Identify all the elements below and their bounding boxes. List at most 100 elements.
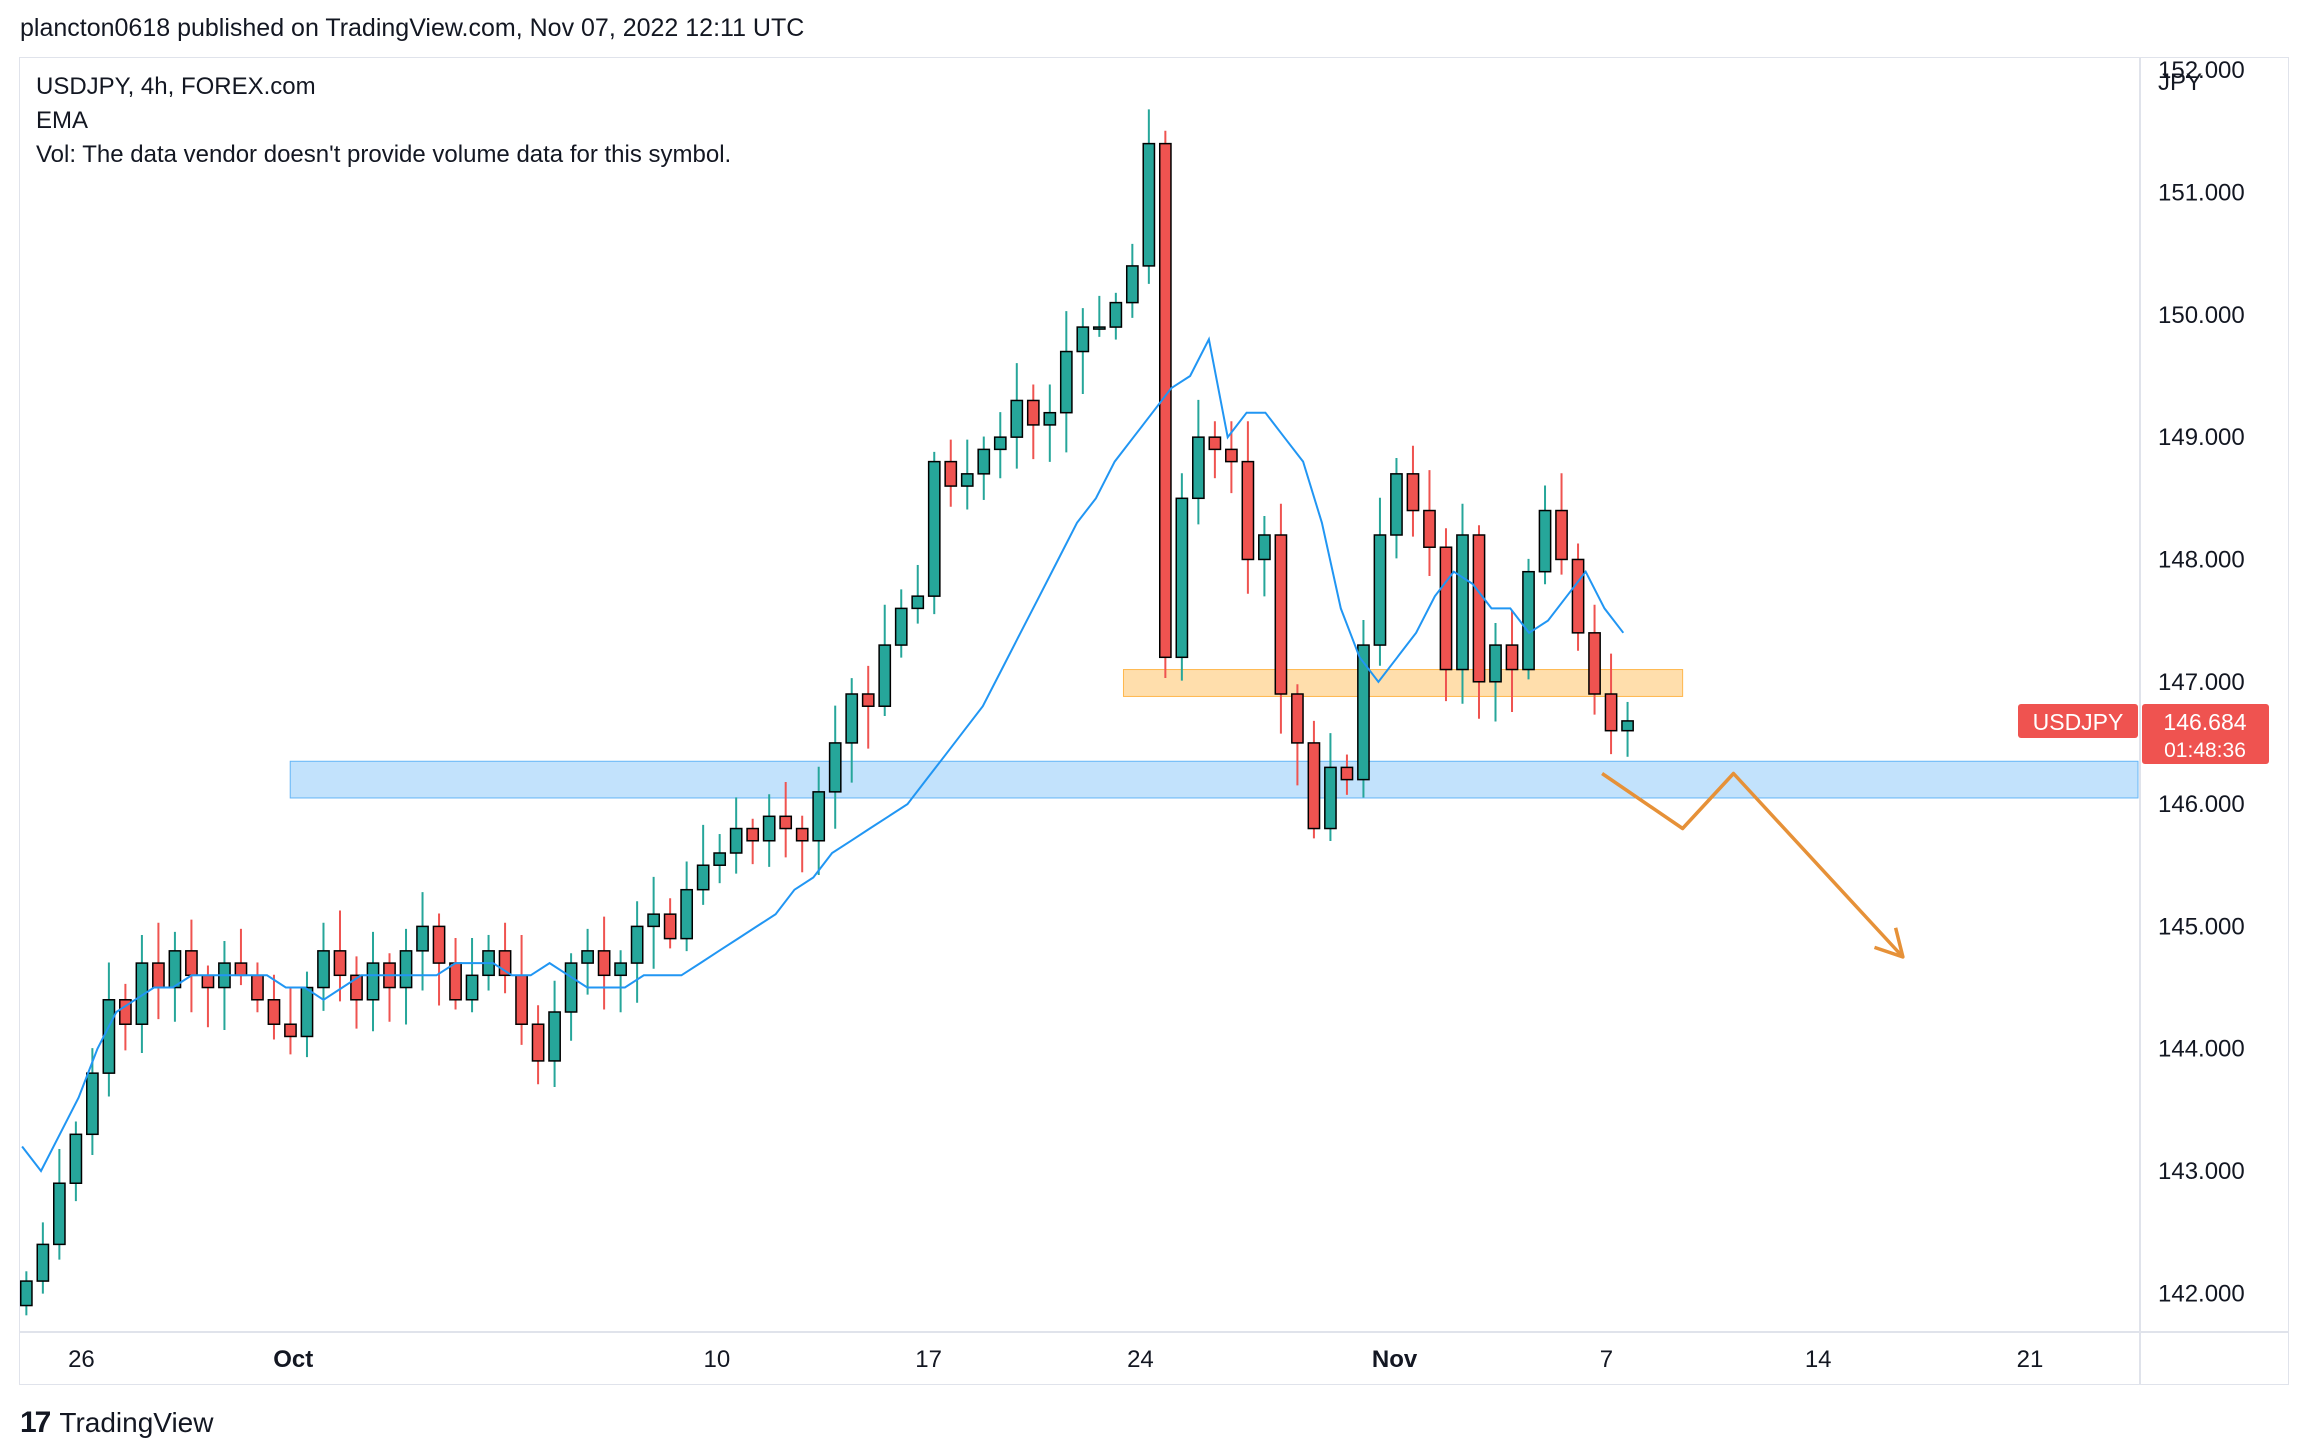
time-tick-label: 14 xyxy=(1805,1346,1832,1373)
candle xyxy=(416,892,429,991)
time-tick-label: 17 xyxy=(915,1346,942,1373)
candle xyxy=(284,986,297,1055)
candle xyxy=(168,931,182,1022)
candle-body xyxy=(1373,534,1387,646)
candle xyxy=(53,1148,66,1260)
candle xyxy=(36,1222,50,1294)
candle-body xyxy=(1357,644,1370,781)
candle-body xyxy=(663,913,677,940)
symbol-tag-label: USDJPY xyxy=(2033,709,2124,735)
candle-body xyxy=(944,460,958,487)
candle-body xyxy=(1291,693,1304,744)
candle xyxy=(564,953,578,1041)
candle xyxy=(680,861,694,952)
candle-body xyxy=(1324,766,1337,830)
candle-body xyxy=(300,986,314,1038)
price-tick-label: 143.000 xyxy=(2158,1158,2245,1185)
chart-frame[interactable] xyxy=(19,57,2289,1385)
time-axis[interactable]: 26 Oct 10 17 24 Nov 7 14 21 xyxy=(68,1346,2043,1373)
candle xyxy=(1621,701,1634,757)
price-axis[interactable]: 142.000 143.000 144.000 145.000 146.000 147.0… xyxy=(2158,57,2245,1307)
candle xyxy=(218,941,231,1030)
candle-body xyxy=(1588,632,1601,695)
candle xyxy=(1158,130,1172,678)
candle xyxy=(779,782,793,858)
candle-body xyxy=(680,888,694,940)
candle-body xyxy=(1225,448,1238,463)
candle-body xyxy=(399,950,413,989)
symbol-line[interactable]: USDJPY, 4h, FOREX.com xyxy=(36,73,316,100)
candle-body xyxy=(465,974,479,1001)
candle xyxy=(647,876,660,969)
countdown-label: 01:48:36 xyxy=(2164,739,2246,762)
candle xyxy=(1043,384,1057,462)
time-tick-label: 24 xyxy=(1127,1346,1154,1373)
candle-body xyxy=(1555,509,1568,561)
candle xyxy=(465,938,479,1013)
candle-body xyxy=(1423,509,1436,548)
candle-body xyxy=(1241,460,1255,561)
candle xyxy=(597,916,611,1010)
candle-body xyxy=(251,974,264,1001)
candle-body xyxy=(795,827,809,842)
candle xyxy=(1340,754,1354,795)
candle-body xyxy=(1076,326,1090,353)
candle-body xyxy=(432,925,446,964)
zones-layer xyxy=(289,669,2139,799)
candle xyxy=(1192,399,1205,525)
chart-legend: USDJPY, 4h, FOREX.com EMA Vol: The data … xyxy=(36,70,731,172)
candle-body xyxy=(779,815,793,830)
candle xyxy=(812,766,826,876)
candle-body xyxy=(812,791,826,842)
candle xyxy=(1390,457,1403,559)
candle xyxy=(1076,308,1090,394)
candle-body xyxy=(894,607,908,646)
candle-body xyxy=(1505,644,1519,671)
candle xyxy=(1456,503,1469,704)
candle-body xyxy=(581,950,594,964)
candle xyxy=(251,962,264,1013)
candle xyxy=(762,794,776,867)
candle-body xyxy=(630,925,644,964)
candle xyxy=(152,922,165,1020)
candle-body xyxy=(878,644,892,707)
candle xyxy=(317,922,330,1011)
candle-body xyxy=(515,974,528,1025)
candle-body xyxy=(86,1072,99,1136)
candle xyxy=(300,971,314,1058)
time-tick-label: Nov xyxy=(1372,1346,1418,1373)
candle-body xyxy=(152,962,165,989)
candle-body xyxy=(1472,534,1486,683)
candle xyxy=(1026,384,1040,460)
projection-layer xyxy=(1601,771,1905,959)
candle xyxy=(960,439,974,510)
candle xyxy=(944,439,958,507)
candle-body xyxy=(977,448,991,475)
candle-body xyxy=(333,950,347,977)
candle-body xyxy=(1125,265,1139,304)
candle-body xyxy=(1439,546,1453,671)
candle-body xyxy=(614,962,627,977)
candle xyxy=(1208,421,1222,479)
candle xyxy=(1092,295,1106,337)
candle-body xyxy=(1604,693,1618,732)
candle-body xyxy=(845,693,859,744)
last-price-label: 146.684 xyxy=(2163,709,2246,735)
candle-body xyxy=(911,595,925,610)
candle-body xyxy=(1175,497,1189,659)
candle-body xyxy=(713,852,727,866)
candle xyxy=(399,928,413,1025)
candle xyxy=(1241,421,1255,594)
candle-body xyxy=(1010,399,1024,438)
candle xyxy=(86,1048,99,1155)
projection-arrow-line xyxy=(1601,771,1905,959)
candle xyxy=(1604,653,1618,755)
candle xyxy=(729,797,743,874)
candle-body xyxy=(267,999,281,1025)
candle xyxy=(1373,497,1387,666)
tradingview-brand[interactable]: 17 TradingView xyxy=(20,1406,213,1440)
ema-indicator-label[interactable]: EMA xyxy=(36,107,89,134)
candle xyxy=(993,412,1007,479)
candle xyxy=(185,919,198,1013)
